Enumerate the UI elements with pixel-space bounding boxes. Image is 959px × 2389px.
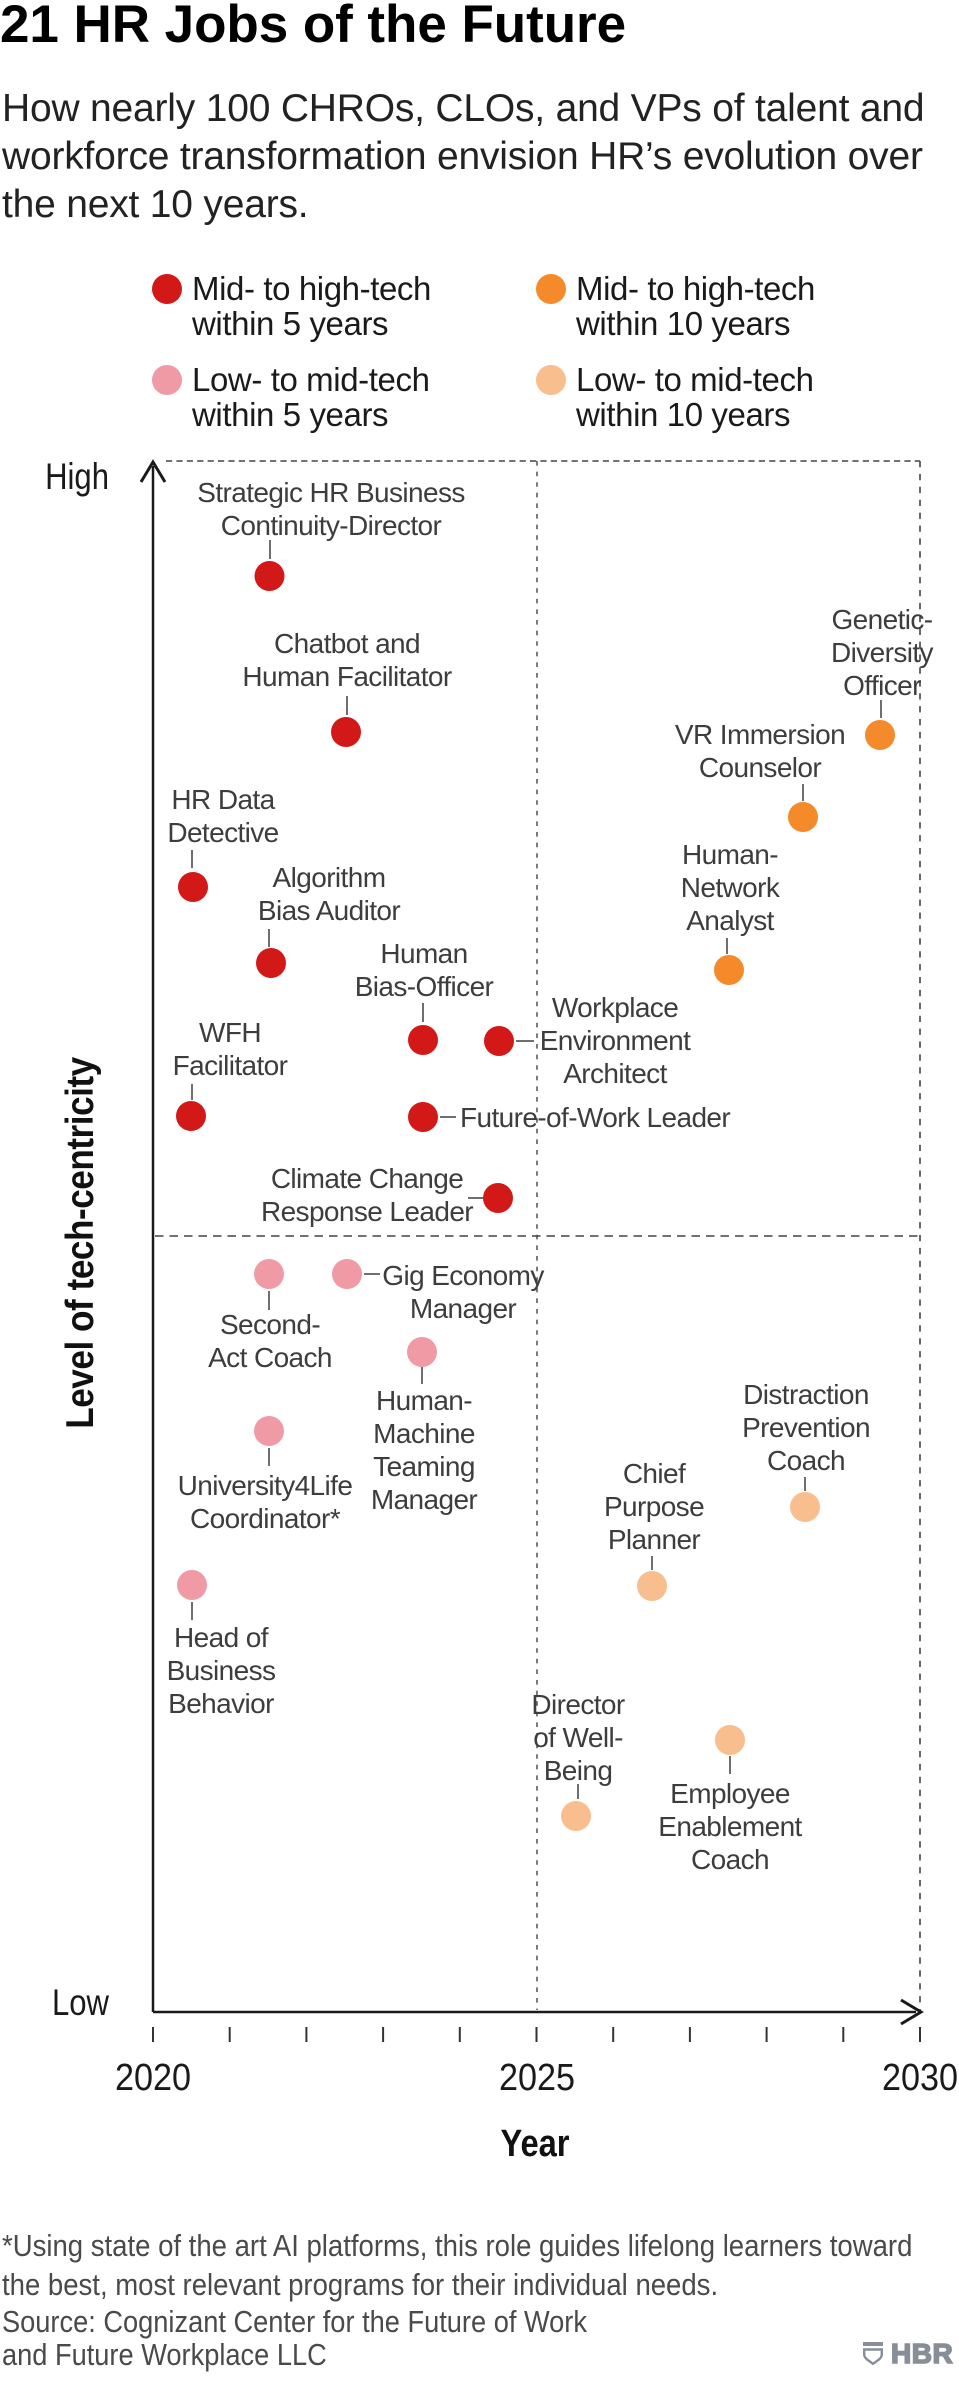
svg-text:HBR: HBR — [891, 2338, 953, 2368]
